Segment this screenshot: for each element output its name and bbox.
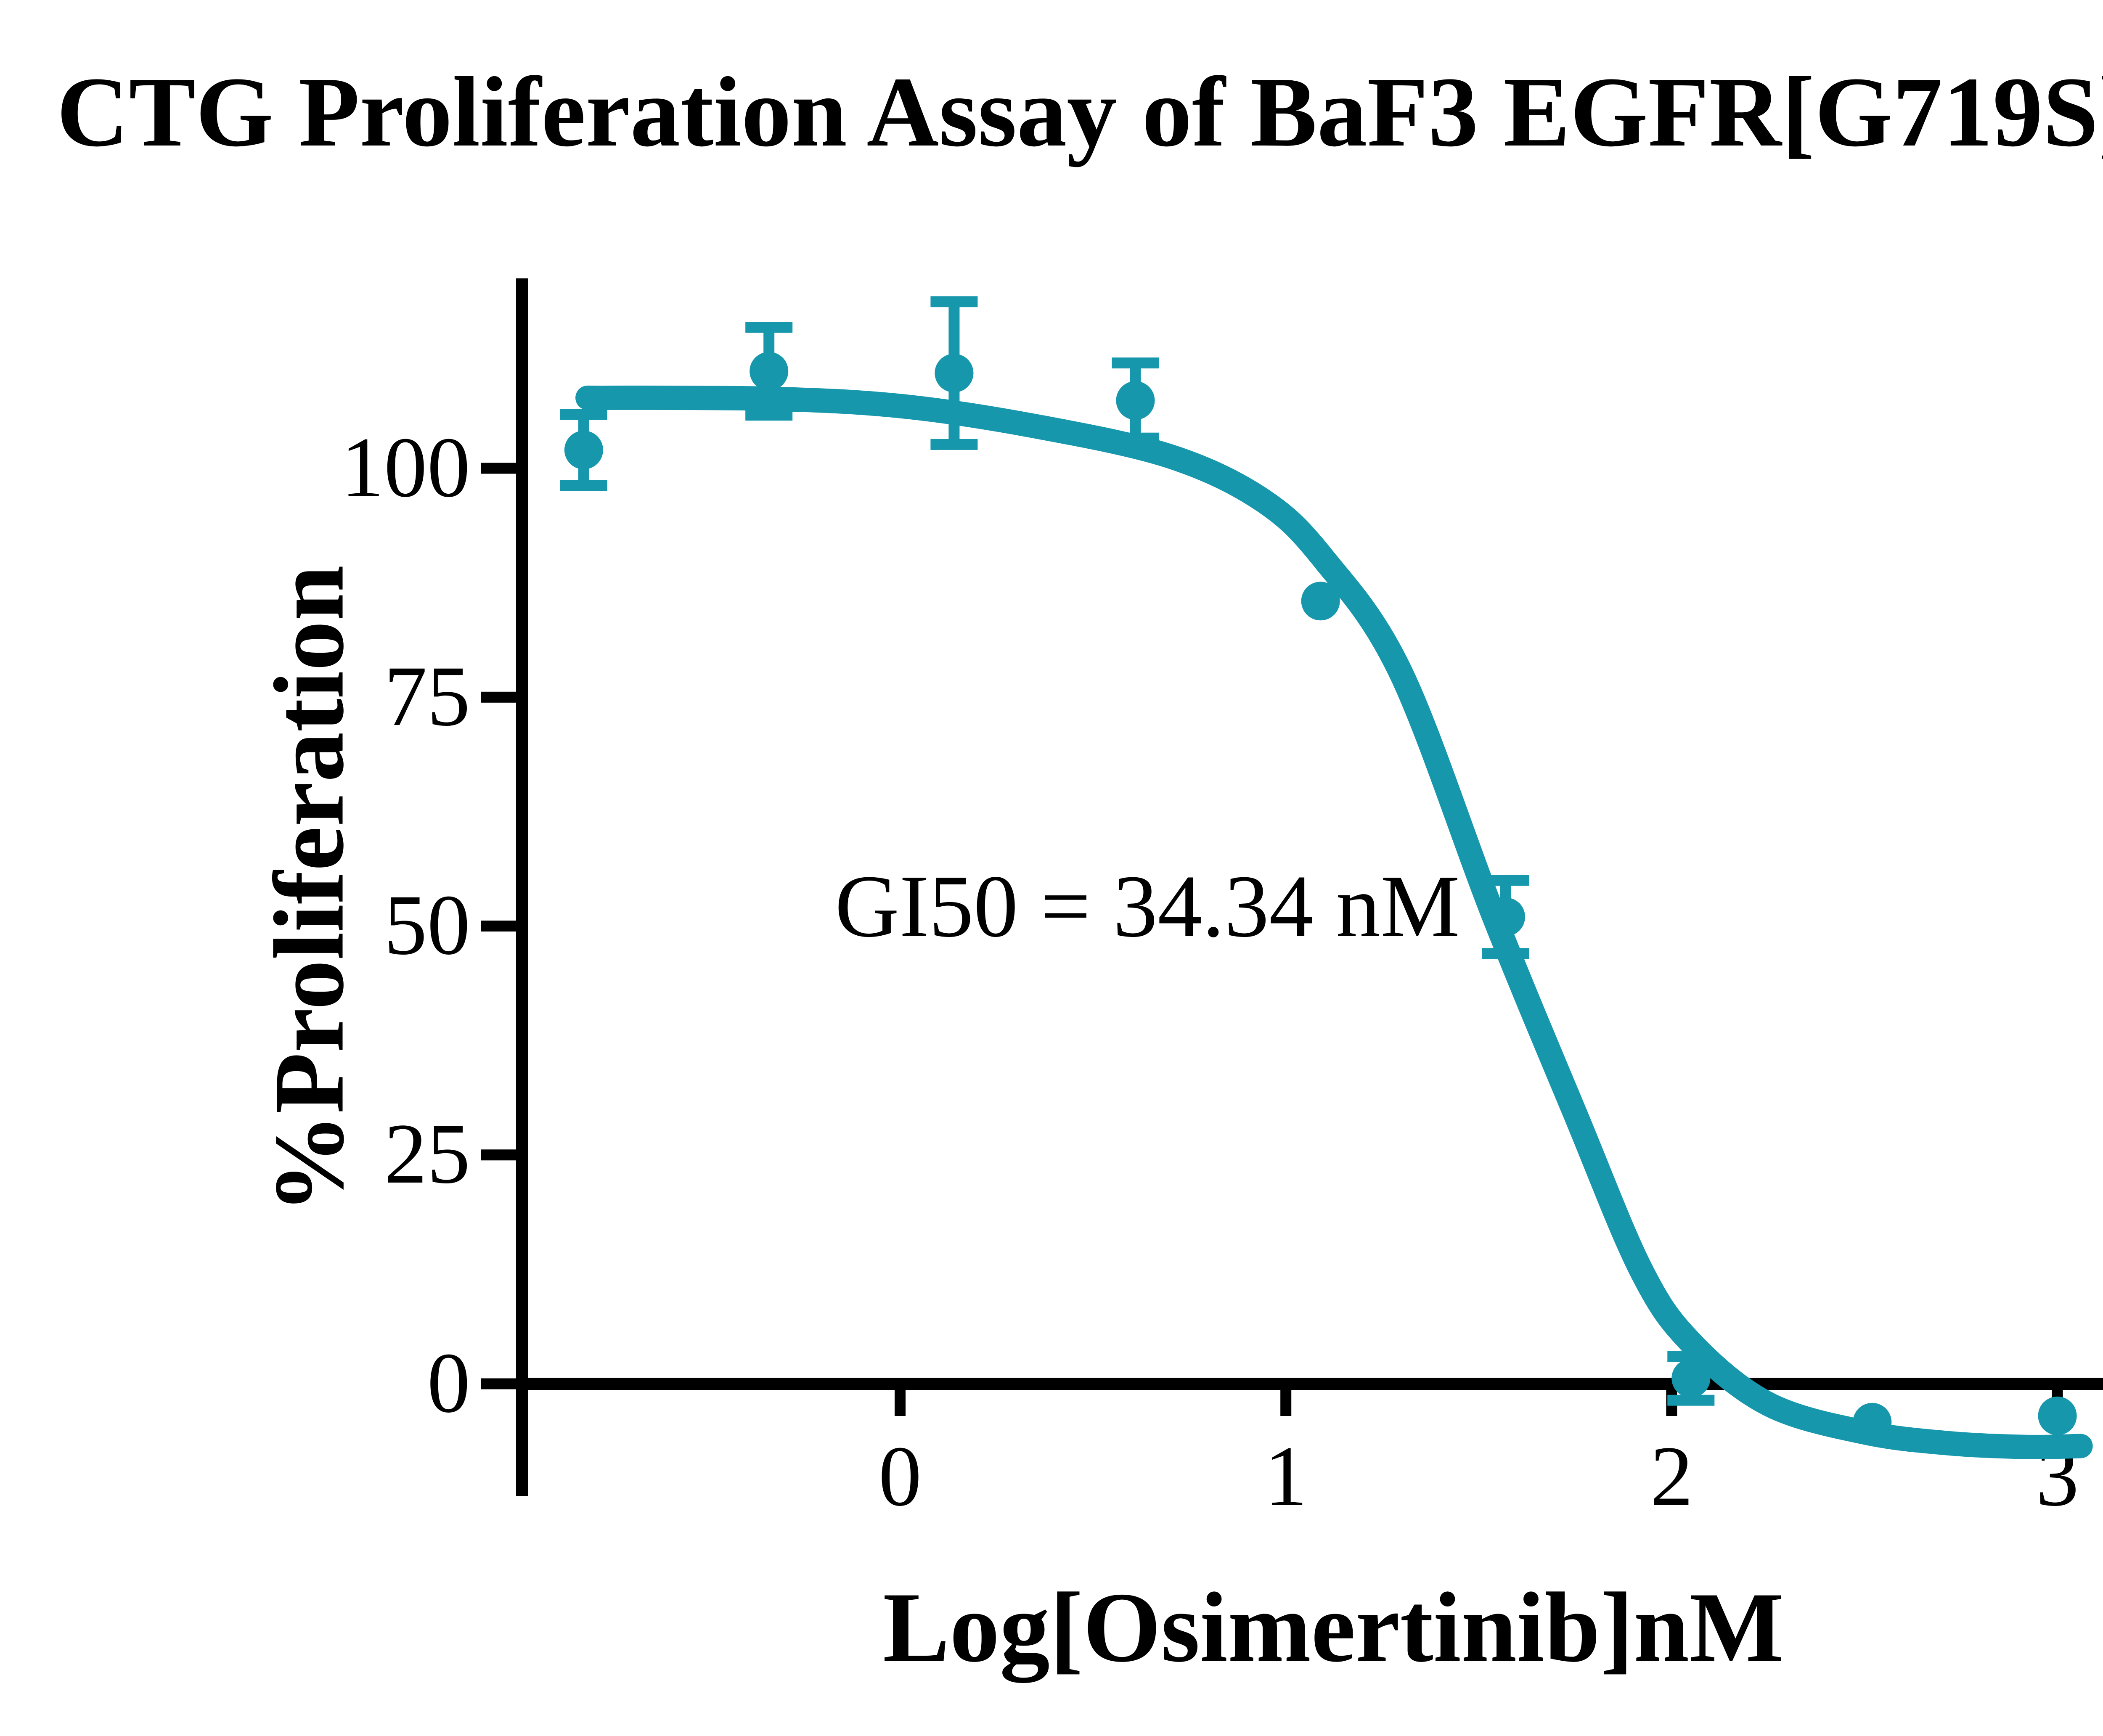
chart-title: CTG Proliferation Assay of BaF3 EGFR[G71… [56,57,2103,167]
error-bar-cap-bottom [1112,432,1159,444]
data-point [1116,381,1155,420]
error-bar-cap-bottom [560,480,607,491]
x-tick-label: 0 [878,1429,922,1524]
error-bar-cap-top [1112,357,1159,369]
data-point [935,354,974,393]
y-tick-label: 100 [341,419,471,515]
x-tick-label: 1 [1264,1429,1308,1524]
x-axis [516,1378,2103,1390]
x-axis-label: Log[Osimertinib]nM [883,1572,1784,1683]
error-bar-cap-top [930,296,978,307]
y-tick-mark [481,463,516,474]
data-point [1486,897,1525,937]
error-bar-cap-bottom [1482,948,1529,959]
y-axis [516,278,528,1496]
error-bar-cap-top [560,409,607,420]
error-bar-cap-top [1482,875,1529,886]
fit-curve [575,385,2093,1459]
y-tick-label: 25 [384,1106,470,1202]
y-tick-mark [481,1149,516,1161]
y-tick-label: 75 [384,648,470,744]
data-point [2038,1396,2077,1435]
gi50-annotation: GI50 = 34.34 nM [835,857,1460,955]
data-point [1301,582,1340,621]
error-bar-cap-bottom [930,439,978,450]
data-point [750,352,789,391]
data-point [564,431,603,469]
y-tick-label: 50 [384,877,470,973]
x-tick-mark [895,1390,906,1416]
data-point [1671,1359,1711,1398]
x-tick-label: 2 [1650,1429,1693,1524]
x-tick-mark [1280,1390,1292,1416]
y-tick-mark [481,921,516,932]
y-tick-mark [481,1378,516,1389]
y-tick-label: 0 [427,1335,471,1431]
data-point [1853,1403,1892,1442]
y-tick-mark [481,691,516,703]
error-bar-cap-top [745,322,793,333]
error-bar-cap-bottom [745,410,793,421]
